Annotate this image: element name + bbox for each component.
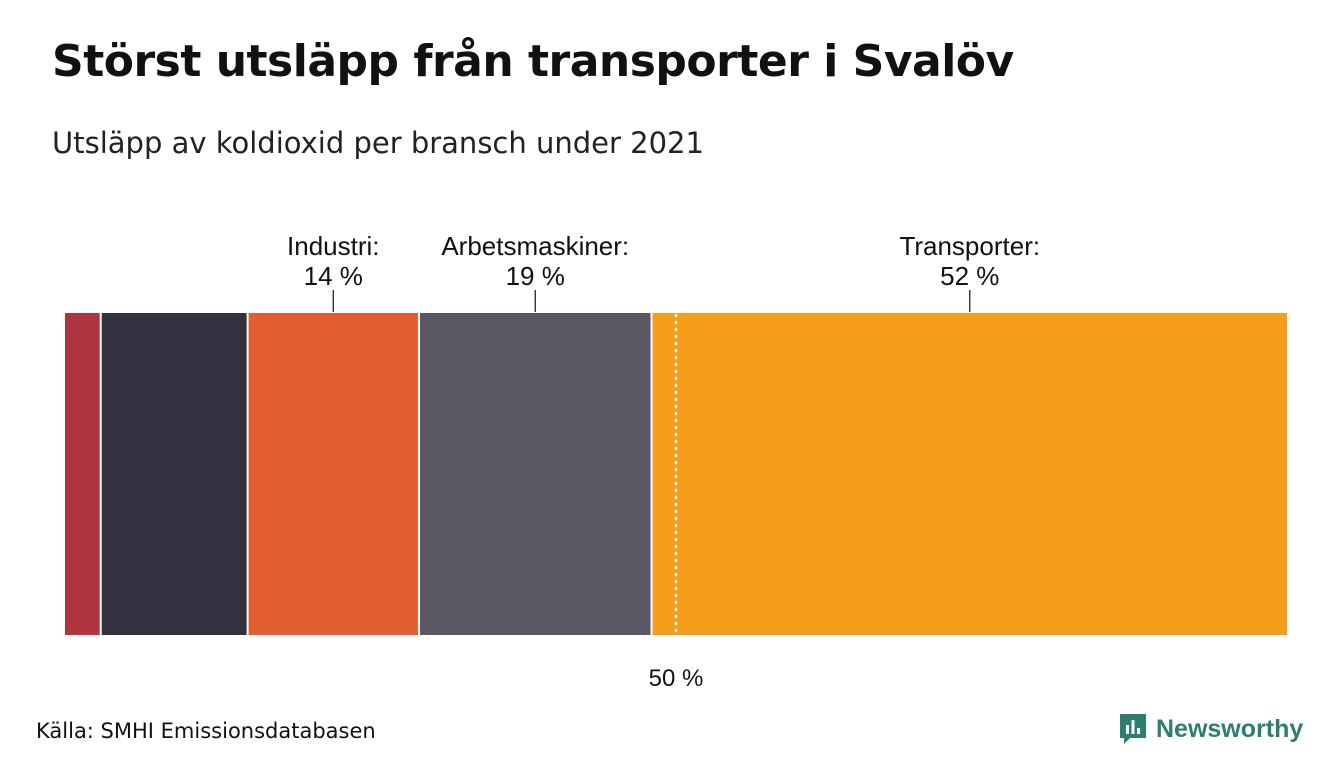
bar-segment-3 <box>248 313 418 635</box>
bar-segment-5 <box>652 313 1287 635</box>
bar-segment-1 <box>65 313 100 635</box>
segment-label-4: Arbetsmaskiner: <box>441 231 629 261</box>
segment-label-3: Industri: <box>287 231 380 261</box>
bar-segment-4 <box>419 313 651 635</box>
source-note: Källa: SMHI Emissionsdatabasen <box>36 719 376 743</box>
brand-logo: Newsworthy <box>1118 712 1303 746</box>
segment-label-5: Transporter: <box>899 231 1040 261</box>
reference-line-label: 50 % <box>649 665 704 692</box>
newsworthy-logo-icon <box>1120 714 1146 744</box>
chart-title: Störst utsläpp från transporter i Svalöv <box>52 36 1014 87</box>
segment-value-3: 14 % <box>304 261 363 291</box>
bar-segment-2 <box>101 313 247 635</box>
brand-name: Newsworthy <box>1156 714 1304 743</box>
segment-value-5: 52 % <box>940 261 999 291</box>
segment-value-4: 19 % <box>506 261 565 291</box>
chart-subtitle: Utsläpp av koldioxid per bransch under 2… <box>52 126 704 160</box>
